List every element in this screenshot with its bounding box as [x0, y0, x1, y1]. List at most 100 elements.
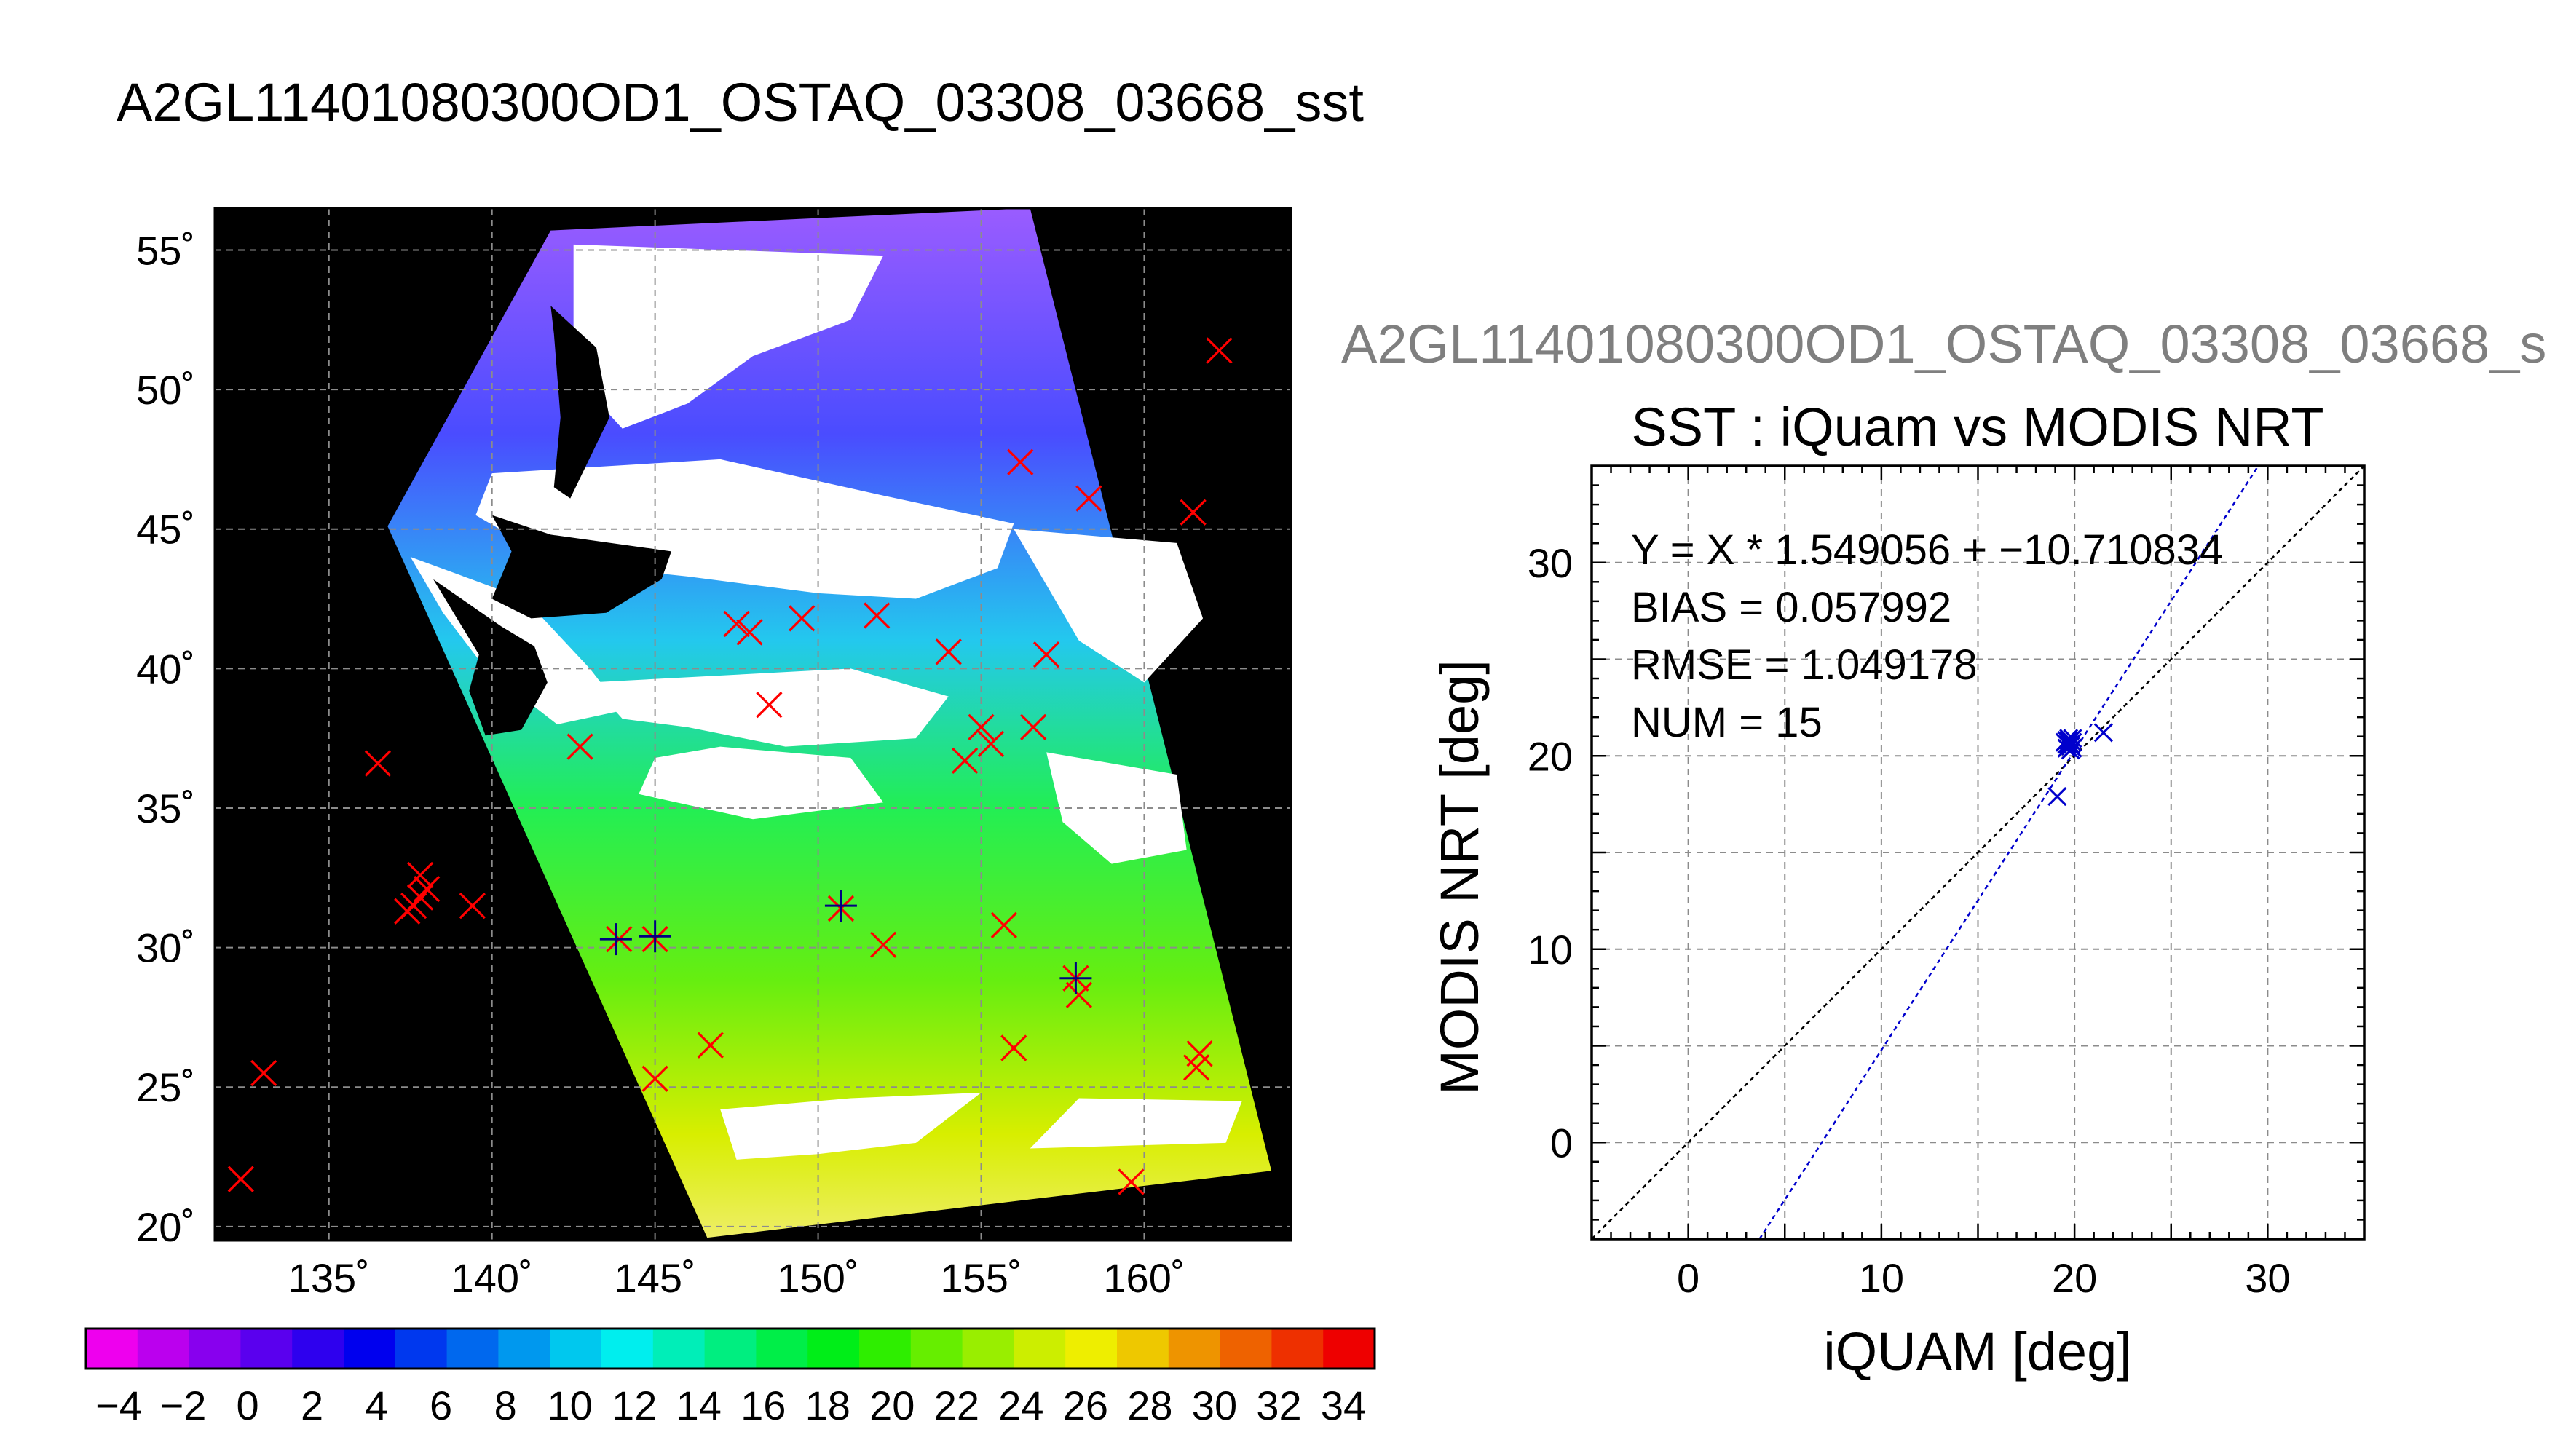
iquam-marker-stroke: [1007, 448, 1034, 475]
iquam-marker: [1065, 981, 1093, 1008]
colorbar-label: 2: [301, 1382, 323, 1428]
iquam-marker: [935, 638, 962, 665]
iquam-marker-stroke: [227, 1166, 254, 1192]
iquam-marker: [697, 1032, 724, 1059]
scatter-y-tick-label: 30: [1528, 540, 1573, 586]
iquam-marker-stroke: [864, 602, 891, 629]
colorbar-segment: [1065, 1329, 1118, 1369]
map-y-tick-label: 55˚: [136, 227, 195, 273]
colorbar-segment: [395, 1329, 448, 1369]
iquam-marker: [566, 733, 593, 760]
iquam-marker: [1000, 1034, 1027, 1061]
colorbar-label: 14: [676, 1382, 722, 1428]
iquam-marker: [870, 931, 897, 958]
colorbar-segment: [1271, 1329, 1324, 1369]
scatter-point: [2093, 723, 2113, 743]
scatter-frame: [1590, 464, 2366, 1241]
map-y-tick-label: 45˚: [136, 507, 195, 553]
iquam-marker-stroke: [1000, 1034, 1027, 1061]
colorbar-label: 30: [1192, 1382, 1237, 1428]
cloud-mask: [639, 746, 884, 820]
scatter-y-tick-label: 10: [1528, 927, 1573, 973]
cloud-mask: [1014, 529, 1204, 683]
iquam-marker-stroke: [990, 911, 1017, 939]
iquam-marker-stroke: [723, 610, 750, 638]
iquam-marker: [723, 610, 750, 638]
colorbar-segment: [550, 1329, 602, 1369]
scatter-stats-line: Y = X * 1.549056 + −10.710834: [1631, 526, 2223, 574]
map-y-tick-label: 30˚: [136, 925, 195, 971]
iquam-marker-stroke: [1075, 485, 1102, 512]
scatter-stats-line: NUM = 15: [1631, 699, 1823, 746]
colorbar-segment: [601, 1329, 654, 1369]
colorbar-label: 18: [805, 1382, 850, 1428]
iquam-marker: [1032, 641, 1060, 668]
scatter-y-tick-label: 0: [1550, 1120, 1573, 1166]
sst-colorbar: −4 −2 0 2 4 6 8 10 12 14 16 18 20 22 24 26 28 30 32 34: [84, 1327, 1376, 1428]
scatter-point-stroke: [2061, 735, 2080, 754]
scatter-point-stroke: [2093, 723, 2113, 743]
land-mask: [433, 579, 548, 736]
figure-title: A2GL11401080300OD1_OSTAQ_03308_03668_sst: [117, 72, 1364, 132]
colorbar-label: 32: [1256, 1382, 1301, 1428]
colorbar-segment: [137, 1329, 190, 1369]
cloud-mask: [1030, 1098, 1242, 1149]
scatter-point-stroke: [2059, 730, 2079, 751]
scatter-point-stroke: [2047, 786, 2067, 807]
colorbar-segment: [498, 1329, 550, 1369]
colorbar-segment: [910, 1329, 963, 1369]
iquam-marker: [736, 619, 763, 646]
iquam-marker-stroke: [968, 713, 995, 740]
cloud-mask: [573, 244, 884, 429]
iquam-marker: [641, 1065, 668, 1092]
colorbar-segment: [962, 1329, 1014, 1369]
scatter-x-tick-label: 10: [1859, 1255, 1904, 1301]
map-x-tick-label: 160˚: [1103, 1255, 1185, 1301]
scatter-stats-line: BIAS = 0.057992: [1631, 584, 1951, 631]
land-mask: [550, 306, 609, 499]
iquam-marker: [864, 602, 891, 629]
colorbar-label: 8: [494, 1382, 517, 1428]
iquam-marker-stroke: [407, 861, 434, 889]
iquam-marker-stroke: [736, 619, 763, 646]
sst-map-panel: 135˚ 140˚ 145˚ 150˚ 155˚ 160˚ 20˚ 25˚ 30˚ 35˚ 40˚ 4…: [136, 207, 1292, 1301]
scatter-x-tick-label: 0: [1677, 1255, 1699, 1301]
iquam-marker-stroke: [641, 1065, 668, 1092]
colorbar-label: 26: [1063, 1382, 1108, 1428]
iquam-marker-stroke: [364, 750, 392, 777]
map-content: [215, 208, 1291, 1241]
map-y-tick-label: 20˚: [136, 1204, 195, 1250]
iquam-marker-stroke: [1032, 641, 1060, 668]
colorbar-segment: [1323, 1329, 1375, 1369]
iquam-marker-stroke: [1206, 337, 1233, 364]
scatter-stats-line: RMSE = 1.049178: [1631, 641, 1978, 689]
colorbar-segment: [86, 1329, 138, 1369]
iquam-marker: [459, 892, 486, 919]
colorbar-segment: [1220, 1329, 1272, 1369]
scatter-y-tick-label: 20: [1528, 733, 1573, 779]
iquam-marker: [1206, 337, 1233, 364]
colorbar-segment: [652, 1329, 706, 1369]
map-y-tick-label: 35˚: [136, 786, 195, 831]
scatter-x-axis-label: iQUAM [deg]: [1823, 1321, 2132, 1382]
colorbar-label: 12: [612, 1382, 657, 1428]
scatter-title: SST : iQuam vs MODIS NRT: [1631, 397, 2323, 457]
iquam-marker: [250, 1059, 277, 1087]
iquam-marker: [1020, 713, 1047, 740]
colorbar-segment: [704, 1329, 757, 1369]
scatter-x-tick-label: 20: [2052, 1255, 2097, 1301]
iquam-marker: [1182, 1054, 1210, 1081]
iquam-marker-stroke: [697, 1032, 724, 1059]
iquam-marker: [951, 747, 979, 774]
colorbar-segment: [807, 1329, 860, 1369]
iquam-marker-stroke: [250, 1059, 277, 1087]
map-y-tick-label: 25˚: [136, 1064, 195, 1110]
map-y-tick-label: 40˚: [136, 646, 195, 692]
colorbar-segment: [859, 1329, 912, 1369]
scatter-x-tick-label: 30: [2245, 1255, 2290, 1301]
scatter-subtitle: A2GL11401080300OD1_OSTAQ_03308_03668_s: [1341, 314, 2546, 374]
colorbar-label: 10: [548, 1382, 593, 1428]
colorbar-label: −4: [95, 1382, 142, 1428]
scatter-point: [2057, 735, 2077, 754]
iquam-marker-stroke: [1020, 713, 1047, 740]
